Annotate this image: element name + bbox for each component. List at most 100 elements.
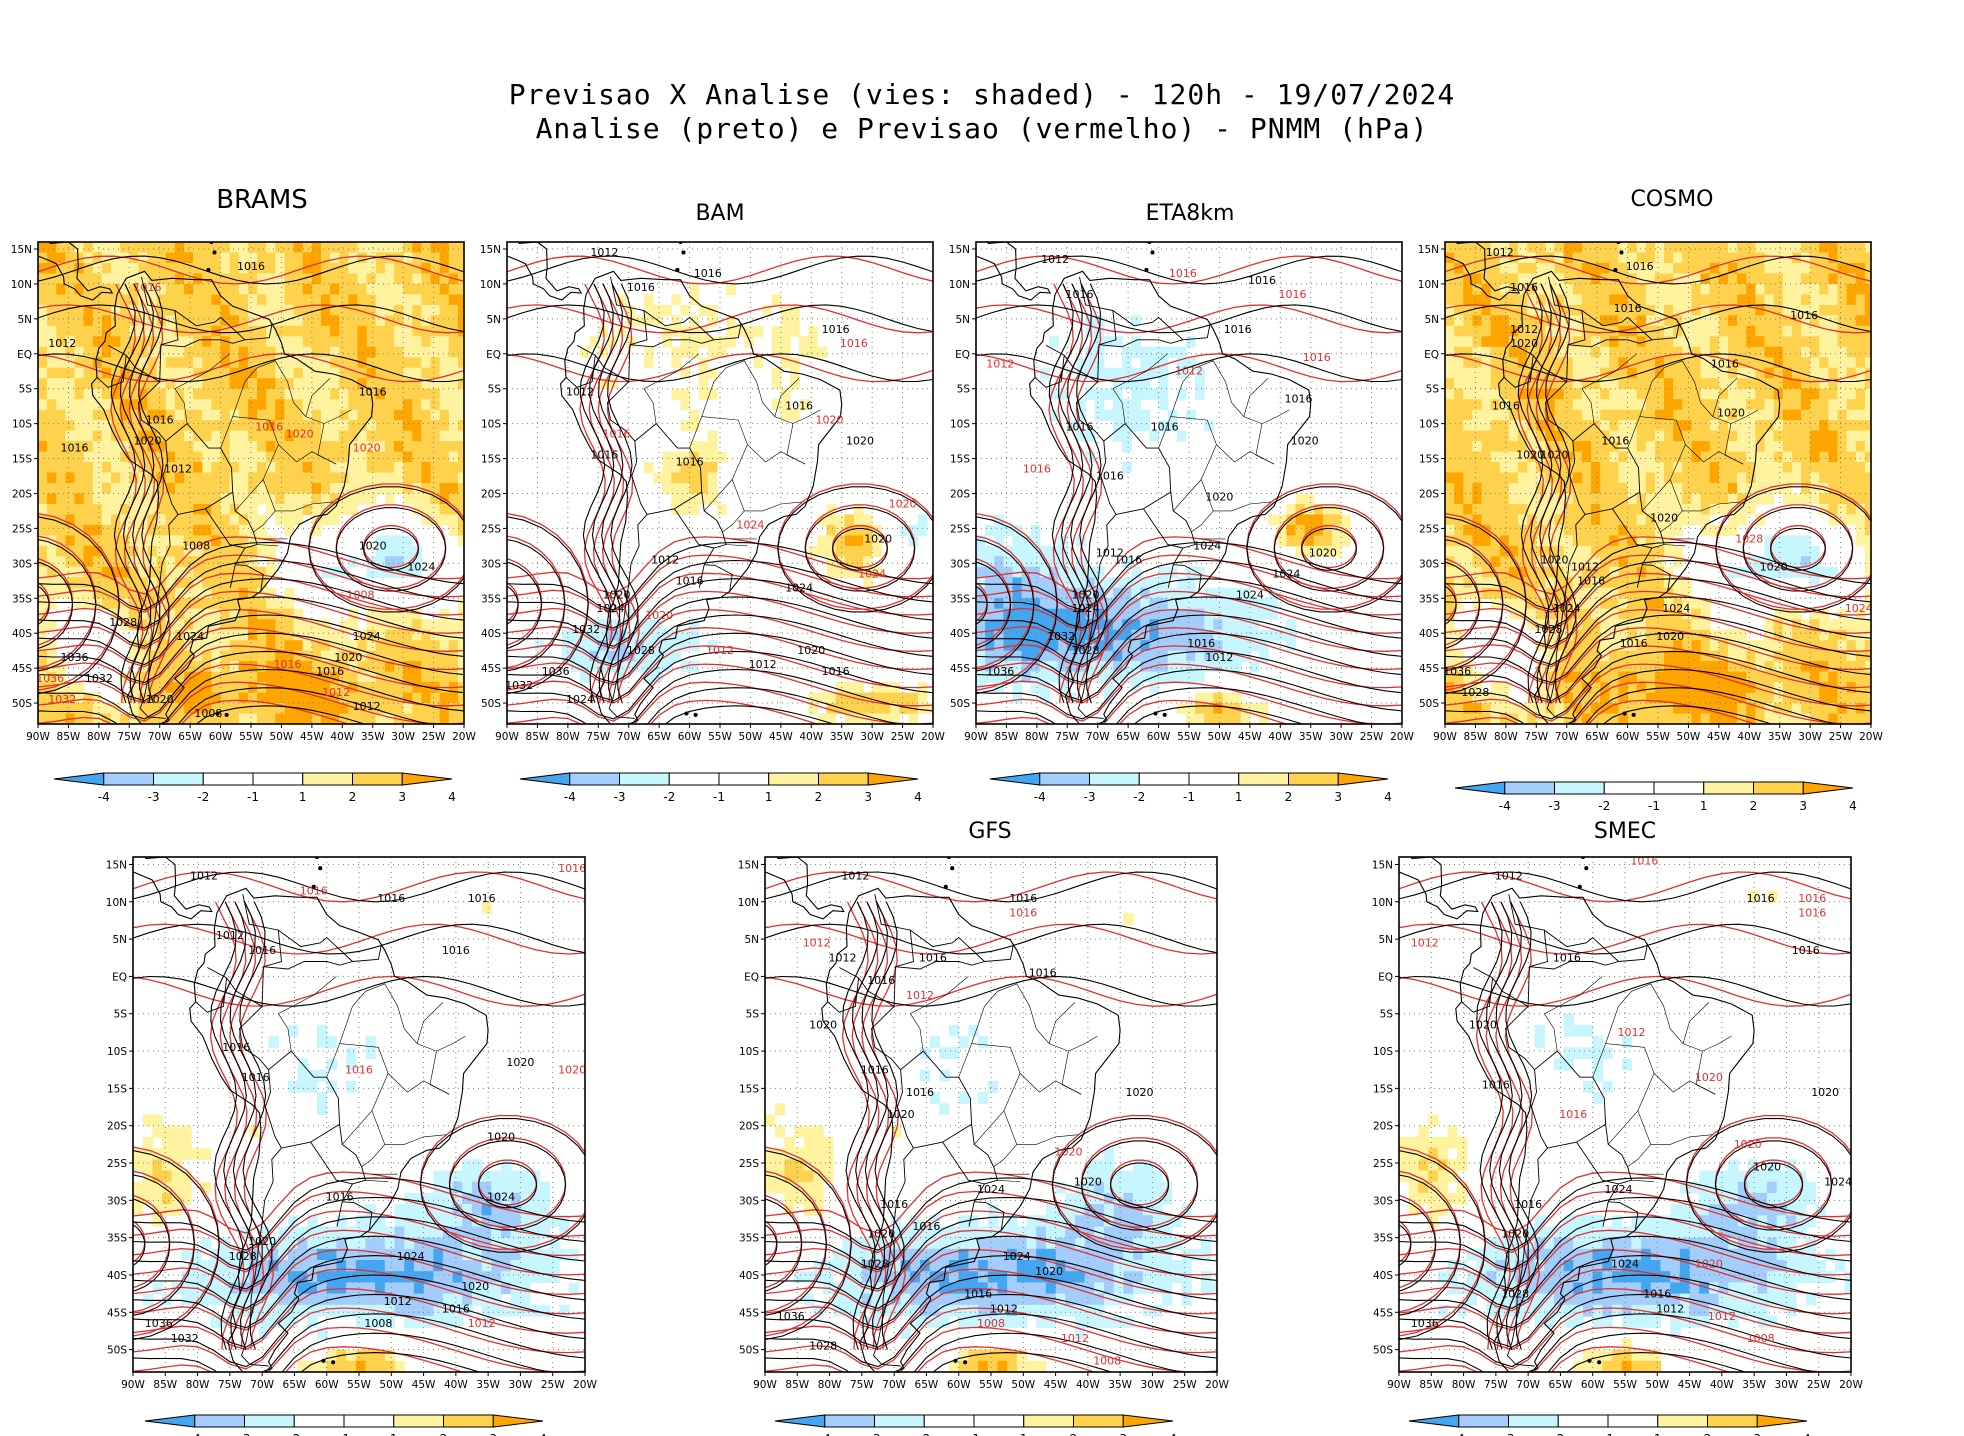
contour-label: 1020 (1510, 337, 1538, 350)
contour-label: 1024 (785, 581, 813, 594)
lon-tick-label: 20W (452, 731, 476, 743)
lon-tick-label: 25W (1360, 731, 1384, 743)
contour-label: 1020 (1656, 630, 1684, 643)
lat-tick-label: 50S (12, 698, 32, 710)
lon-tick-label: 60W (678, 731, 702, 743)
contour-label: 1012 (990, 1302, 1018, 1315)
contour-label: 1024 (597, 602, 625, 615)
forecast-isobars (507, 255, 933, 724)
contour-label: 1032 (171, 1332, 199, 1345)
contour-label: 1016 (785, 400, 813, 413)
lat-tick-label: 35S (950, 593, 970, 605)
contour-label: 1024 (1072, 602, 1100, 615)
lon-tick-label: 40W (799, 731, 823, 743)
lon-tick-label: 60W (1147, 731, 1171, 743)
contour-label: 1024 (487, 1190, 515, 1203)
colorbar-label: 1 (390, 1432, 398, 1436)
contour-label: 1020 (1516, 449, 1544, 462)
contour-label: 1008 (194, 707, 222, 720)
contour-label: 1016 (1553, 952, 1581, 965)
lon-tick-label: 25W (541, 1379, 565, 1391)
contour-label: 1020 (889, 497, 917, 510)
colorbar-label: -3 (1503, 1432, 1515, 1436)
contour-label: 1008 (347, 588, 375, 601)
contour-label: 1016 (1614, 302, 1642, 315)
contour-label: 1016 (1279, 288, 1307, 301)
colorbar: -4 -3 -2 -1 1 2 3 4 (519, 772, 922, 804)
contour-label: 1028 (1072, 644, 1100, 657)
contour-label: 1016 (919, 952, 947, 965)
contour-label: 1016 (1577, 574, 1605, 587)
colorbar-label: 2 (1704, 1432, 1712, 1436)
contour-label: 1016 (676, 574, 704, 587)
colorbar-label: 1 (1020, 1432, 1028, 1436)
lon-tick-label: 20W (1839, 1379, 1863, 1391)
axis-labels: 15N 10N 5N EQ 5S 10S 15S 20S 25S 30S 35S 40S 45S 50S 9… (106, 859, 598, 1391)
lon-tick-label: 40W (1710, 1379, 1734, 1391)
lon-tick-label: 85W (57, 731, 81, 743)
contour-label: 1012 (322, 686, 350, 699)
contour-label: 1020 (461, 1280, 489, 1293)
contour-label: 1016 (1620, 637, 1648, 650)
contour-labels: 1012101610161016101610121020101610161020… (1443, 246, 1871, 699)
lat-tick-label: 5N (112, 934, 127, 946)
colorbar-label: -4 (1453, 1432, 1465, 1436)
lat-tick-label: 20S (1419, 488, 1439, 500)
map-panel-smec: 1012 1016 1016 1016 1016 1012 1016 1016 1012 1020… (1372, 819, 1864, 1436)
lon-tick-label: 60W (315, 1379, 339, 1391)
lat-tick-label: EQ (744, 971, 759, 983)
contour-label: 1036 (1443, 665, 1471, 678)
lon-tick-label: 80W (556, 731, 580, 743)
contour-label: 1032 (505, 679, 533, 692)
lat-tick-label: 40S (1373, 1270, 1393, 1282)
contour-label: 1028 (1735, 532, 1763, 545)
colorbar-label: -1 (968, 1432, 980, 1436)
lon-tick-label: 75W (218, 1379, 242, 1391)
main-title-line2: Analise (preto) e Previsao (vermelho) - … (535, 112, 1429, 145)
contour-label: 1012 (1708, 1310, 1736, 1323)
lon-tick-label: 50W (1677, 731, 1701, 743)
contour-label: 1016 (1187, 637, 1215, 650)
contour-label: 1020 (506, 1056, 534, 1069)
contour-label: 1020 (1695, 1258, 1723, 1271)
coastlines (133, 857, 489, 1372)
lon-tick-label: 80W (186, 1379, 210, 1391)
lat-tick-label: 35S (739, 1233, 759, 1245)
lat-tick-label: 30S (739, 1195, 759, 1207)
lat-tick-label: 15S (739, 1083, 759, 1095)
lon-tick-label: 30W (860, 731, 884, 743)
main-title-line1: Previsao X Analise (vies: shaded) - 120h… (508, 78, 1456, 111)
lat-tick-label: 20S (1373, 1121, 1393, 1133)
contour-label: 1016 (1303, 351, 1331, 364)
lon-tick-label: 45W (1044, 1379, 1068, 1391)
colorbar-label: 1 (765, 790, 773, 804)
contour-label: 1036 (542, 665, 570, 678)
lon-tick-label: 25W (891, 731, 915, 743)
contour-label: 1016 (1747, 892, 1775, 905)
lon-tick-label: 75W (1484, 1379, 1508, 1391)
lat-tick-label: 10S (950, 419, 970, 431)
contour-label: 1016 (1798, 892, 1826, 905)
lat-tick-label: 25S (12, 523, 32, 535)
contour-label: 1016 (1224, 323, 1252, 336)
lon-tick-label: 30W (1798, 731, 1822, 743)
contour-label: 1012 (706, 644, 734, 657)
lon-tick-label: 55W (1613, 1379, 1637, 1391)
colorbar-label: -3 (148, 790, 160, 804)
country-borders (96, 242, 352, 719)
lon-tick-label: 20W (921, 731, 945, 743)
colorbar: -4 -3 -2 -1 1 2 3 4 (1454, 781, 1857, 813)
contour-label: 1020 (1072, 588, 1100, 601)
lat-tick-label: 45S (12, 663, 32, 675)
lon-tick-label: 90W (495, 731, 519, 743)
contour-label: 1016 (676, 456, 704, 469)
analysis-isobars (507, 255, 933, 724)
colorbar-label: 1 (1235, 790, 1243, 804)
lon-tick-label: 30W (1141, 1379, 1165, 1391)
contour-label: 1008 (364, 1317, 392, 1330)
contour-label: 1020 (1291, 435, 1319, 448)
contour-label: 1016 (316, 665, 344, 678)
colorbar-label: -2 (1133, 790, 1145, 804)
contour-label: 1024 (407, 560, 435, 573)
